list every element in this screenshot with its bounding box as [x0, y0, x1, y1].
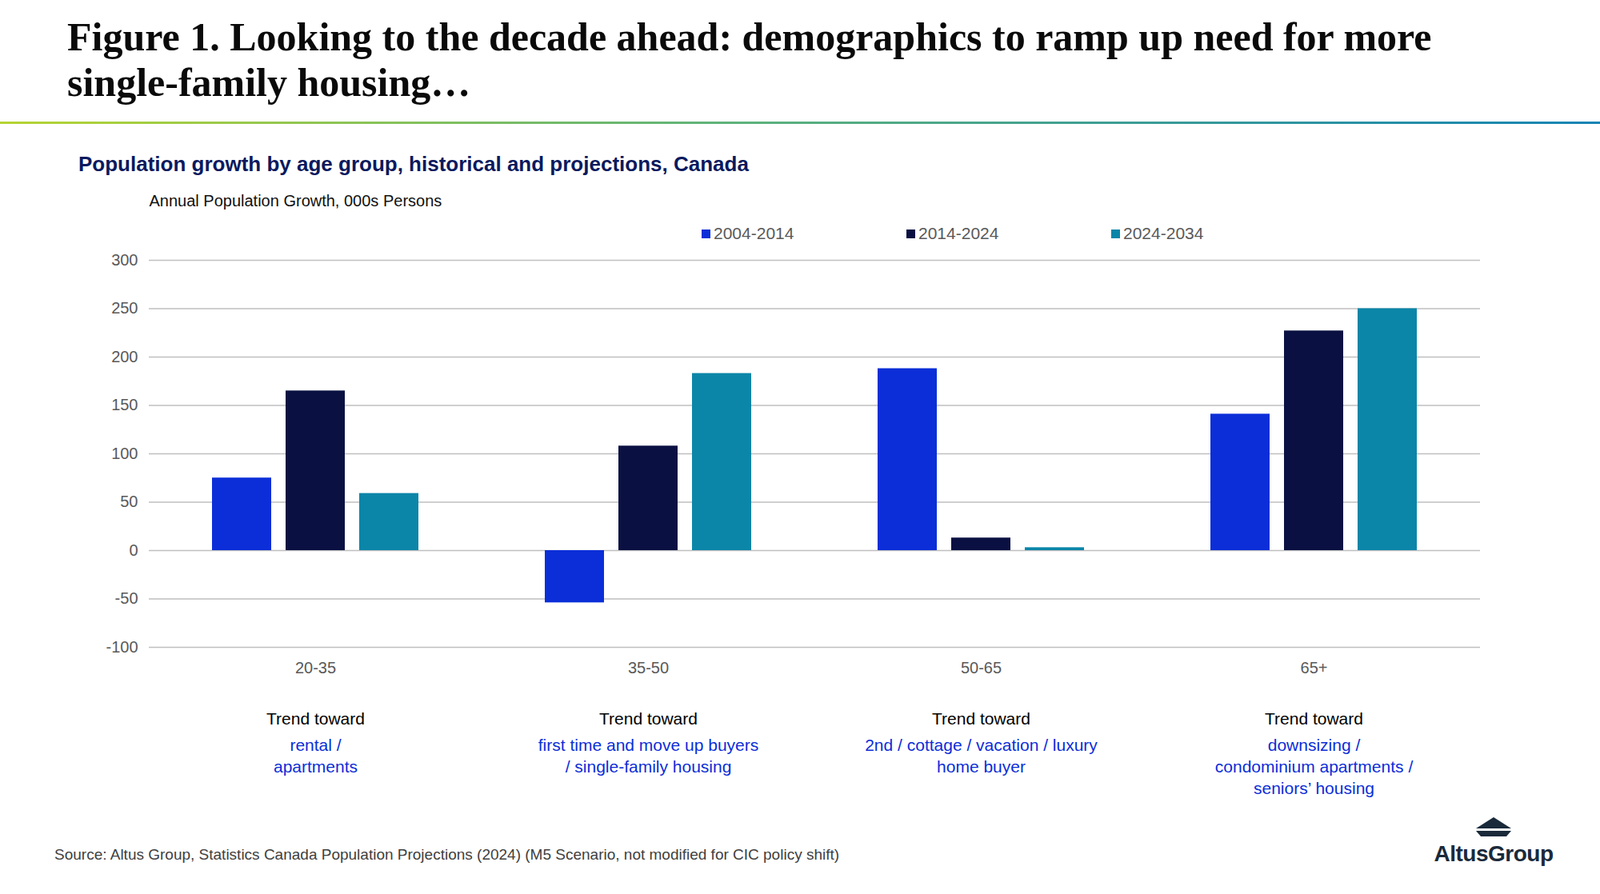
- svg-text:rental /apartments: rental /apartments: [273, 736, 358, 776]
- svg-text:Trend toward: Trend toward: [266, 709, 365, 728]
- svg-text:100: 100: [111, 444, 138, 463]
- svg-text:200: 200: [111, 348, 138, 366]
- svg-text:first time and move up buyers/: first time and move up buyers/ single-fa…: [538, 736, 759, 776]
- svg-text:Trend toward: Trend toward: [599, 709, 698, 728]
- svg-text:0: 0: [128, 541, 138, 560]
- html-text:AltusGroup: AltusGroup: [1434, 841, 1554, 867]
- html-text:Population growth by age group: Population growth by age group, historic…: [78, 152, 749, 176]
- svg-text:-100: -100: [105, 638, 138, 656]
- svg-text:2nd / cottage / vacation / lux: 2nd / cottage / vacation / luxuryhome bu…: [864, 736, 1098, 776]
- svg-text:300: 300: [111, 251, 138, 269]
- svg-text:50-65: 50-65: [960, 659, 1002, 677]
- svg-text:-50: -50: [115, 589, 139, 608]
- svg-text:Trend toward: Trend toward: [1264, 709, 1364, 728]
- html-text:Figure 1. Looking to the decad: Figure 1. Looking to the decade ahead: d…: [67, 14, 1432, 105]
- html-text:2014-2024: 2014-2024: [918, 224, 999, 243]
- svg-text:150: 150: [111, 396, 138, 414]
- svg-text:50: 50: [120, 492, 138, 511]
- svg-text:Annual Population Growth, 000s: Annual Population Growth, 000s Persons: [149, 192, 443, 210]
- svg-text:250: 250: [111, 299, 138, 317]
- svg-text:downsizing /condominium apartm: downsizing /condominium apartments /seni…: [1215, 736, 1414, 799]
- svg-text:Trend toward: Trend toward: [932, 709, 1031, 728]
- html-text:2024-2034: 2024-2034: [1123, 224, 1204, 243]
- svg-text:20-35: 20-35: [295, 659, 336, 677]
- html-text:2004-2014: 2004-2014: [713, 224, 794, 243]
- svg-text:35-50: 35-50: [628, 659, 669, 677]
- svg-text:65+: 65+: [1300, 659, 1328, 677]
- html-text:Source: Altus Group, Statistic: Source: Altus Group, Statistics Canada P…: [54, 846, 840, 864]
